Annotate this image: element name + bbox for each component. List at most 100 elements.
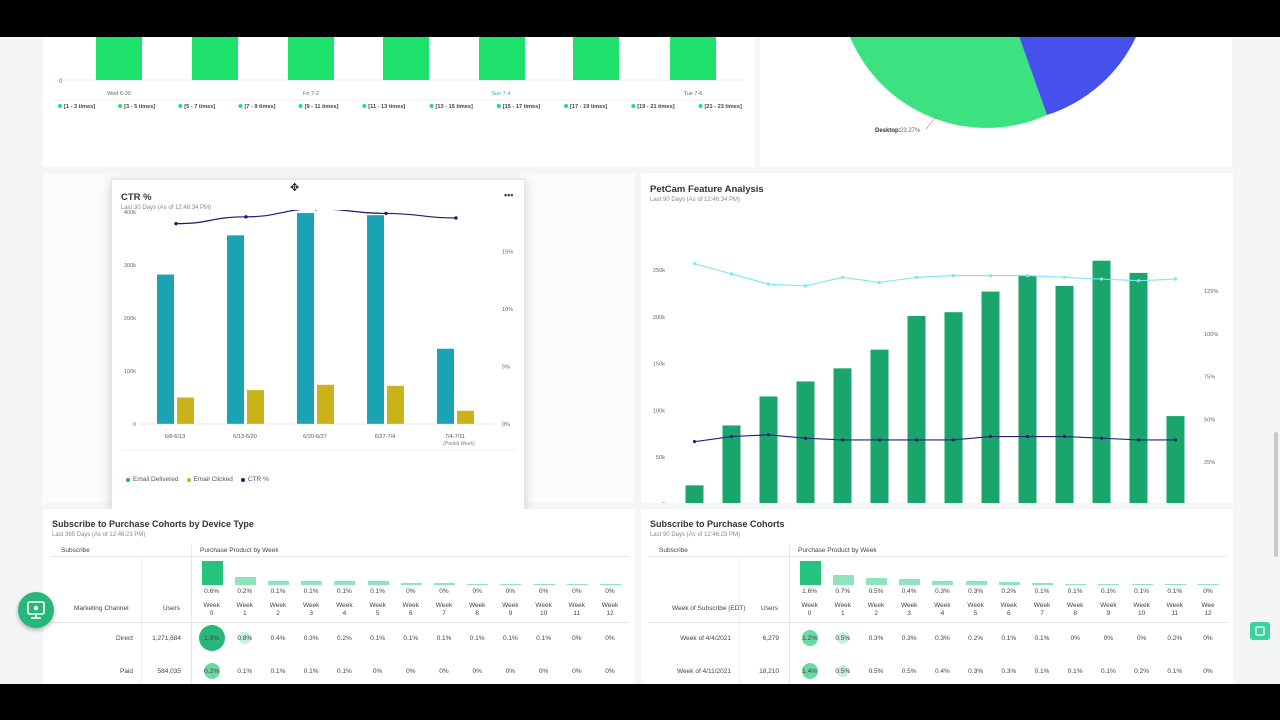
week-header-label: Week	[435, 602, 453, 609]
week-header-number: 4	[342, 610, 347, 617]
cohort-cell: 0%	[1203, 635, 1213, 642]
cohort-summary-bar	[1098, 583, 1120, 585]
week-header-label: Week	[1033, 602, 1051, 609]
help-button[interactable]	[1250, 622, 1270, 640]
ctr-legend-label: Email Delivered	[133, 476, 179, 483]
freq-legend-dot	[429, 104, 434, 108]
week-header-label: Week	[502, 602, 519, 609]
freq-legend-dot	[298, 104, 303, 108]
cohort-cell: 0.2%	[336, 635, 352, 642]
cohort-cell: 0%	[1136, 635, 1147, 642]
cohort-cell: 0.1%	[403, 635, 419, 642]
ctr-title: CTR %	[121, 192, 152, 203]
cohort-summary-pct: 0%	[572, 588, 582, 595]
cohort-cell: 1.4%	[802, 668, 817, 675]
cohort-row-label: Week of 4/11/2021	[677, 668, 731, 675]
ctr-legend-item[interactable]: Email Clicked	[186, 476, 233, 483]
petcam-bar	[1129, 272, 1148, 503]
petcam-bar	[685, 485, 704, 503]
freq-bar	[479, 37, 525, 80]
petcam-lower-line-point	[1062, 434, 1067, 439]
ctr-bar-delivered	[367, 215, 384, 424]
ctr-line-point	[314, 210, 318, 211]
freq-x-label: Sun 7-4	[491, 91, 510, 97]
week-header-label: Week	[269, 602, 287, 609]
ctr-legend-item[interactable]: Email Delivered	[126, 476, 179, 483]
cohort-summary-bar	[932, 580, 954, 585]
dashboard-canvas: 0 Wed 6-30 Fri 7-2 Sun 7-4 Tue 7-6 [1 - 3 tim…	[0, 37, 1280, 684]
freq-legend-dot	[238, 104, 243, 108]
freq-legend-dot	[631, 104, 636, 108]
week-header-label: Week	[601, 602, 619, 609]
petcam-y2-tick: 25%	[1204, 460, 1215, 466]
week-header-label: Week	[1133, 602, 1150, 609]
cohort-cell-bubble	[836, 665, 849, 677]
petcam-lower-line-point	[766, 433, 771, 437]
freq-legend-dot	[564, 104, 569, 108]
cohort-summary-bar	[1198, 583, 1219, 585]
week-header-label: Week	[900, 602, 918, 609]
cohort-row-label: Week of 4/4/2021	[680, 635, 731, 642]
subscribe-header: Subscribe	[61, 547, 90, 554]
cohort-row-users: 584,035	[157, 668, 182, 675]
freq-legend-label: [1 - 3 times]	[64, 104, 95, 110]
week-header-label: Week	[468, 602, 486, 609]
legend-dot-icon	[240, 477, 245, 482]
cohort-summary-bar	[201, 561, 223, 585]
petcam-bar	[1018, 275, 1037, 503]
cohort-summary-pct: 0.2%	[237, 588, 253, 595]
cohort-cell: 0.1%	[469, 635, 485, 642]
cohort-summary-pct: 0%	[605, 588, 615, 595]
freq-legend-dot	[58, 104, 62, 108]
week-header-label: Wee	[1201, 602, 1215, 609]
cohort-cell: 0%	[505, 668, 516, 675]
freq-legend-label: [19 - 21 times]	[637, 104, 674, 110]
cohort-cell: 0.1%	[1034, 635, 1050, 642]
cohort-summary-pct: 0.4%	[901, 588, 917, 595]
freq-legend-label: [21 - 23 times]	[705, 104, 742, 110]
cohort-cell: 0%	[605, 635, 615, 642]
petcam-bar	[907, 315, 926, 503]
cohort-summary-pct: 0%	[406, 588, 416, 595]
page-scrollbar[interactable]	[1274, 432, 1278, 557]
chat-assistant-button[interactable]	[18, 592, 54, 628]
petcam-lower-line-point	[803, 436, 808, 440]
ctr-legend-label: Email Clicked	[193, 476, 233, 483]
move-cursor-icon: ✥	[290, 182, 300, 194]
cohort-summary-bar	[600, 583, 621, 585]
week-header-label: Week	[369, 602, 386, 609]
help-icon	[1255, 626, 1265, 636]
petcam-upper-line-point	[877, 280, 882, 285]
cohort-cell: 0.3%	[303, 635, 319, 642]
week-header-number: 9	[508, 610, 513, 617]
purchase-header: Purchase Product by Week	[798, 547, 877, 554]
cohort-summary-bar	[533, 583, 555, 585]
cohort-summary-bar	[998, 582, 1020, 585]
ctr-x-tick: 6/13-6/20	[233, 434, 257, 440]
ctr-legend-item[interactable]: CTR %	[240, 476, 269, 483]
petcam-upper-line-point	[766, 282, 771, 286]
week-header-number: 8	[1073, 610, 1077, 617]
ctr-menu-button[interactable]: •••	[504, 190, 514, 200]
week-header-number: 9	[1106, 610, 1111, 617]
petcam-lower-line-point	[988, 434, 993, 439]
cohort-cell: 0.1%	[1067, 668, 1083, 675]
week-header-label: Week	[535, 602, 552, 609]
week-header-label: Week	[402, 602, 420, 609]
pie-leader-line	[925, 113, 939, 130]
petcam-chart: 050k100k150k200k250k0%25%50%75%100%125%4…	[653, 260, 1218, 503]
cohort-summary-pct: 0.1%	[370, 588, 385, 595]
ctr-card[interactable]: CTR % Last 30 Days (As of 12:46:34 PM) •…	[111, 179, 525, 512]
ctr-y-tick: 0	[133, 422, 136, 428]
frequency-chart-card: 0 Wed 6-30 Fri 7-2 Sun 7-4 Tue 7-6 [1 - 3 tim…	[43, 37, 755, 167]
cohort-cell: 0.4%	[934, 668, 950, 675]
week-header-label: Week	[302, 602, 320, 609]
ctr-y2-tick: 0%	[502, 422, 510, 428]
cohort-cell: 0.8%	[237, 635, 253, 642]
cohort-summary-pct: 0%	[1203, 588, 1213, 595]
week-header-number: 6	[1006, 610, 1011, 617]
cohort-cell: 0.3%	[1001, 668, 1017, 675]
week-header-label: Week	[867, 602, 885, 609]
ctr-x-note: (Partial Week)	[443, 441, 475, 447]
cohort-cell: 0.5%	[835, 635, 851, 642]
